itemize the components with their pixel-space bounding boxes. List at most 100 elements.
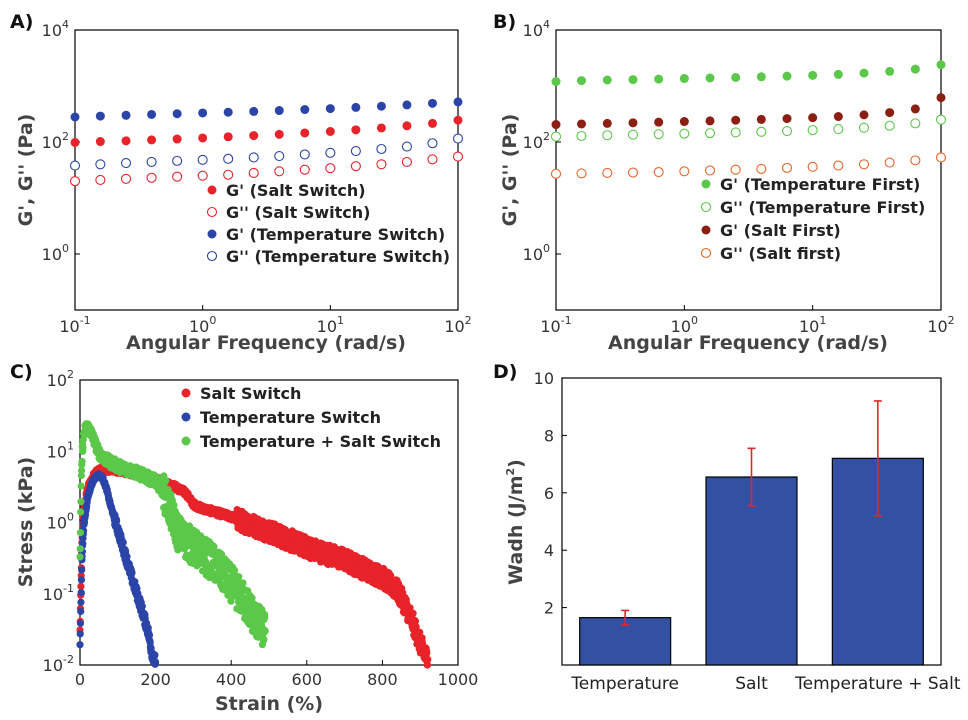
data-point [602, 130, 613, 141]
data-point [402, 121, 412, 131]
data-point [147, 135, 157, 145]
series-g-temperature-switch [70, 97, 463, 122]
data-point [249, 131, 259, 141]
data-point [95, 159, 106, 170]
y-tick-label: 10-2 [43, 653, 74, 675]
data-point [69, 176, 81, 187]
data-point [833, 112, 843, 122]
data-point [152, 658, 160, 666]
data-point [76, 630, 84, 638]
y-tick-label: 100 [523, 242, 550, 264]
data-point [427, 154, 438, 165]
y-tick-label: 6 [544, 484, 554, 503]
data-point [453, 115, 463, 125]
data-point [260, 635, 268, 643]
panel-a-label: A) [10, 11, 33, 33]
x-tick-label: 102 [927, 314, 954, 336]
data-point [351, 102, 361, 112]
data-point [576, 119, 586, 129]
panel-d-bars [579, 400, 924, 666]
x-tick-label: 102 [444, 314, 471, 336]
data-point [274, 106, 284, 116]
data-point [146, 172, 157, 183]
y-tick-label: 2 [544, 599, 554, 618]
data-point [376, 123, 386, 133]
panel-c-ticks: 0 200 400 600 800 1000 10-2 10-1 100 101 102 [43, 368, 479, 689]
data-point [198, 108, 208, 118]
data-point [551, 77, 561, 87]
legend-entry-g-salt-first: G'' (Salt first) [720, 244, 841, 263]
data-point [935, 152, 947, 163]
data-point [411, 617, 420, 625]
data-point [119, 539, 127, 547]
data-point [679, 74, 689, 84]
category-label: Temperature + Salt [794, 674, 961, 694]
data-point [274, 129, 284, 139]
data-point [128, 569, 136, 577]
panel-d-ticks: 2 4 6 8 10 Temperature Salt Temperature + Salt [534, 369, 961, 694]
data-point [76, 529, 85, 537]
data-point [198, 133, 208, 143]
data-point [730, 127, 741, 138]
data-point [325, 147, 336, 158]
data-point [576, 168, 587, 179]
data-point [705, 73, 715, 83]
data-point [401, 156, 412, 168]
data-point [453, 97, 463, 107]
data-point [910, 118, 921, 129]
data-point [77, 588, 85, 597]
data-point [376, 143, 387, 155]
x-tick-label: 1000 [438, 670, 479, 689]
panel-a-xlabel: Angular Frequency (rad/s) [126, 332, 406, 354]
data-point [77, 471, 85, 480]
legend-marker [207, 185, 217, 195]
y-tick-label: 102 [523, 130, 550, 152]
data-point [833, 124, 844, 135]
data-point [550, 168, 562, 179]
data-point [300, 105, 310, 115]
data-point [782, 114, 792, 124]
legend-entry-g-temperature-first: G' (Temperature First) [720, 175, 920, 194]
data-point [249, 106, 259, 116]
data-point [858, 122, 870, 133]
series-g-temperature-first [551, 60, 946, 87]
data-point [76, 641, 84, 649]
panel-d-label: D) [493, 361, 517, 383]
panel-b-legend: G' (Temperature First) G'' (Temperature F… [700, 175, 925, 263]
data-point [885, 108, 895, 118]
data-point [807, 125, 818, 136]
data-point [76, 619, 85, 627]
legend-marker [181, 436, 191, 446]
data-point [602, 75, 612, 85]
data-point [144, 624, 152, 632]
data-point [402, 100, 412, 110]
data-point [78, 457, 86, 466]
y-tick-label: 102 [42, 130, 69, 152]
data-point [95, 111, 105, 121]
series-temperature-salt-switch [76, 420, 269, 649]
data-point [679, 128, 690, 139]
panel-c-label: C) [10, 361, 33, 383]
data-point [679, 166, 690, 177]
data-point [121, 136, 131, 146]
data-point [210, 542, 218, 551]
data-point [274, 166, 285, 177]
data-point [730, 164, 741, 175]
y-tick-label: 8 [544, 426, 554, 445]
series-g-salt-first [550, 152, 947, 179]
y-tick-label: 10 [534, 369, 554, 388]
data-point [223, 169, 234, 180]
panel-a-plot-area [74, 29, 459, 311]
x-tick-label: 10-1 [540, 314, 571, 336]
series-temperature-switch [76, 470, 160, 668]
data-point [653, 167, 664, 178]
data-point [602, 167, 613, 179]
data-point [151, 651, 159, 659]
data-point [170, 501, 178, 509]
legend-marker [701, 179, 711, 189]
legend-entry-salt-switch: Salt Switch [200, 384, 301, 403]
legend-marker [700, 201, 712, 213]
data-point [756, 163, 767, 175]
x-tick-label: 100 [189, 314, 216, 336]
